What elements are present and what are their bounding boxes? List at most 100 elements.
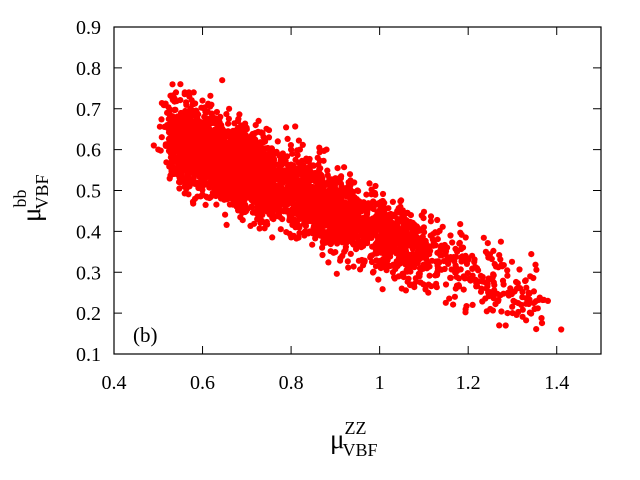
scatter-point [226,174,233,181]
scatter-point [497,238,504,245]
scatter-point [385,211,392,219]
scatter-point [504,289,512,296]
scatter-point [379,286,386,293]
scatter-point [427,213,435,220]
scatter-point [479,278,486,285]
scatter-point [257,165,264,172]
y-tick-label: 0.5 [76,181,101,203]
x-tick-label: 1.4 [544,372,569,394]
scatter-point [294,152,301,159]
scatter-point [532,261,539,268]
scatter-point [192,100,199,107]
scatter-point [285,207,292,214]
scatter-point [213,201,220,208]
scatter-point [165,104,172,111]
scatter-point [412,228,419,235]
scatter-point [399,270,406,277]
scatter-point [473,283,480,290]
scatter-point [283,124,290,131]
scatter-point [347,250,354,257]
scatter-point [204,109,211,116]
scatter-point [306,177,313,185]
scatter-point [434,216,441,224]
y-tick-label: 0.8 [76,58,101,80]
scatter-point [169,133,176,140]
scatter-point [296,229,303,237]
scatter-point [407,268,414,275]
scatter-point [316,228,323,235]
scatter-point [274,170,281,177]
scatter-point [485,293,492,300]
scatter-point [515,308,522,316]
x-tick-label: 0.8 [279,372,304,394]
scatter-point [421,250,428,257]
scatter-point [294,189,301,196]
scatter-point [300,168,307,175]
scatter-point [261,219,269,226]
scatter-point [438,252,445,259]
scatter-point [358,256,365,264]
scatter-point [188,132,195,139]
scatter-point [197,148,204,155]
scatter-point [379,190,387,198]
scatter-point [254,183,262,190]
scatter-point [328,211,335,218]
scatter-point [223,221,230,228]
scatter-point [325,259,332,266]
scatter-point [533,266,540,273]
scatter-point [360,262,367,269]
scatter-point [216,119,223,126]
scatter-point [409,262,416,269]
scatter-point [509,310,516,317]
scatter-point [331,201,338,208]
scatter-point [239,195,246,202]
scatter-point [261,198,268,205]
scatter-point [366,180,373,187]
scatter-point [484,240,491,247]
scatter-point [408,234,415,241]
scatter-point [260,154,267,161]
scatter-point [458,258,465,265]
scatter-point [292,123,299,130]
x-axis-title-sub: VBF [342,440,377,460]
scatter-point [513,285,521,292]
scatter-point [299,180,306,187]
scatter-point [416,239,423,246]
scatter-point [155,146,162,153]
scatter-point [164,109,171,116]
scatter-point [190,175,197,182]
scatter-point [358,227,365,235]
scatter-point [530,300,538,307]
scatter-point [434,269,441,276]
scatter-point [265,134,273,141]
scatter-point [457,266,464,273]
scatter-point [421,229,428,236]
scatter-point [345,264,352,271]
scatter-point [309,183,316,191]
scatter-point [393,258,400,265]
scatter-point [322,202,329,209]
scatter-point [250,137,257,145]
scatter-point [558,326,565,333]
scatter-point [329,183,336,190]
scatter-point [349,205,356,212]
scatter-point [372,191,379,198]
scatter-point [374,238,381,245]
scatter-point [188,140,195,147]
scatter-point [320,157,327,164]
scatter-point [404,209,411,217]
scatter-point [434,236,441,243]
scatter-point [331,196,338,203]
scatter-point [270,185,277,192]
scatter-point [396,245,403,252]
scatter-point [230,134,237,141]
scatter-point [259,130,266,137]
scatter-point [453,273,460,280]
scatter-point [290,162,297,169]
scatter-point [269,234,276,241]
scatter-point [367,234,374,241]
scatter-point [156,123,163,130]
scatter-point [482,248,489,255]
scatter-point [168,148,176,156]
scatter-point [235,144,243,151]
